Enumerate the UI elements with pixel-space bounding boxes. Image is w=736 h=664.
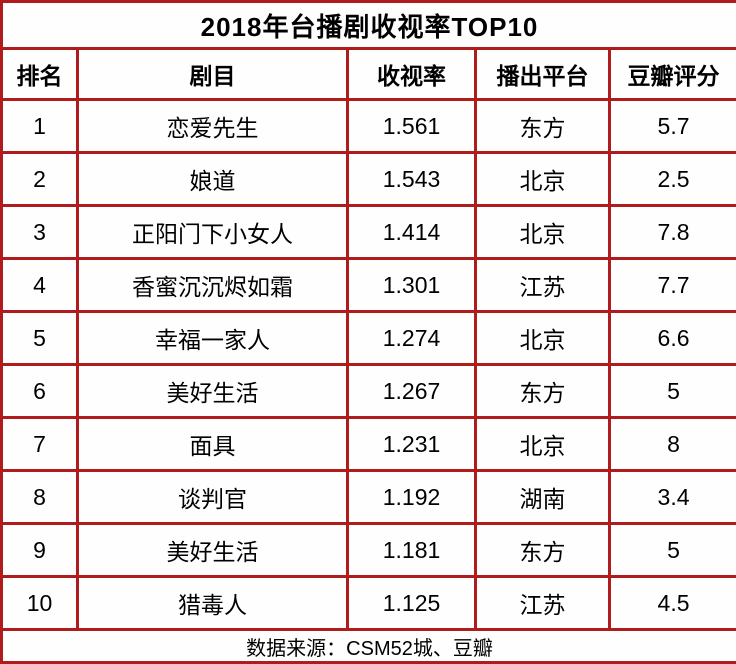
- table-row: 2 娘道 1.543 北京 2.5: [2, 153, 736, 206]
- platform-cell: 北京: [476, 418, 610, 471]
- platform-cell: 东方: [476, 365, 610, 418]
- rank-cell: 8: [2, 471, 78, 524]
- title-cell: 美好生活: [78, 524, 348, 577]
- platform-cell: 东方: [476, 524, 610, 577]
- rank-cell: 7: [2, 418, 78, 471]
- title-cell: 谈判官: [78, 471, 348, 524]
- platform-cell: 北京: [476, 153, 610, 206]
- rank-cell: 4: [2, 259, 78, 312]
- rank-cell: 6: [2, 365, 78, 418]
- title-row: 2018年台播剧收视率TOP10: [2, 2, 736, 49]
- douban-cell: 5: [610, 524, 736, 577]
- douban-cell: 3.4: [610, 471, 736, 524]
- rank-cell: 9: [2, 524, 78, 577]
- table-header-row: 排名 剧目 收视率 播出平台 豆瓣评分: [2, 49, 736, 100]
- rating-cell: 1.543: [348, 153, 476, 206]
- platform-cell: 湖南: [476, 471, 610, 524]
- title-cell: 恋爱先生: [78, 100, 348, 153]
- rating-cell: 1.231: [348, 418, 476, 471]
- table-row: 4 香蜜沉沉烬如霜 1.301 江苏 7.7: [2, 259, 736, 312]
- rating-cell: 1.414: [348, 206, 476, 259]
- rating-cell: 1.181: [348, 524, 476, 577]
- rank-cell: 10: [2, 577, 78, 630]
- table-row: 6 美好生活 1.267 东方 5: [2, 365, 736, 418]
- rank-cell: 5: [2, 312, 78, 365]
- rating-cell: 1.267: [348, 365, 476, 418]
- title-cell: 美好生活: [78, 365, 348, 418]
- rank-cell: 2: [2, 153, 78, 206]
- platform-cell: 北京: [476, 206, 610, 259]
- table-row: 5 幸福一家人 1.274 北京 6.6: [2, 312, 736, 365]
- title-cell: 香蜜沉沉烬如霜: [78, 259, 348, 312]
- douban-cell: 5.7: [610, 100, 736, 153]
- column-header-douban: 豆瓣评分: [610, 49, 736, 100]
- title-cell: 猎毒人: [78, 577, 348, 630]
- rank-cell: 1: [2, 100, 78, 153]
- column-header-platform: 播出平台: [476, 49, 610, 100]
- rating-cell: 1.125: [348, 577, 476, 630]
- table-row: 1 恋爱先生 1.561 东方 5.7: [2, 100, 736, 153]
- footer-row: 数据来源：CSM52城、豆瓣: [2, 630, 736, 663]
- rating-cell: 1.192: [348, 471, 476, 524]
- table-row: 10 猎毒人 1.125 江苏 4.5: [2, 577, 736, 630]
- rating-cell: 1.274: [348, 312, 476, 365]
- douban-cell: 6.6: [610, 312, 736, 365]
- column-header-rank: 排名: [2, 49, 78, 100]
- douban-cell: 2.5: [610, 153, 736, 206]
- rank-cell: 3: [2, 206, 78, 259]
- column-header-title: 剧目: [78, 49, 348, 100]
- title-cell: 正阳门下小女人: [78, 206, 348, 259]
- rating-cell: 1.561: [348, 100, 476, 153]
- douban-cell: 5: [610, 365, 736, 418]
- platform-cell: 江苏: [476, 577, 610, 630]
- douban-cell: 8: [610, 418, 736, 471]
- title-cell: 娘道: [78, 153, 348, 206]
- platform-cell: 东方: [476, 100, 610, 153]
- douban-cell: 4.5: [610, 577, 736, 630]
- rating-cell: 1.301: [348, 259, 476, 312]
- table-row: 3 正阳门下小女人 1.414 北京 7.8: [2, 206, 736, 259]
- column-header-rating: 收视率: [348, 49, 476, 100]
- platform-cell: 北京: [476, 312, 610, 365]
- title-cell: 幸福一家人: [78, 312, 348, 365]
- table-row: 7 面具 1.231 北京 8: [2, 418, 736, 471]
- data-source-note: 数据来源：CSM52城、豆瓣: [2, 630, 736, 663]
- title-cell: 面具: [78, 418, 348, 471]
- table-row: 8 谈判官 1.192 湖南 3.4: [2, 471, 736, 524]
- table-row: 9 美好生活 1.181 东方 5: [2, 524, 736, 577]
- douban-cell: 7.7: [610, 259, 736, 312]
- platform-cell: 江苏: [476, 259, 610, 312]
- page-title: 2018年台播剧收视率TOP10: [2, 2, 736, 49]
- douban-cell: 7.8: [610, 206, 736, 259]
